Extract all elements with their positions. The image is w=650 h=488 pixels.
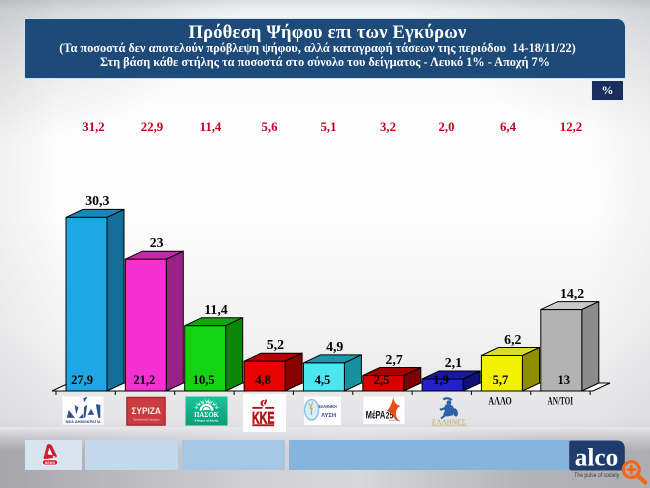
svg-text:ΚΚΕ: ΚΚΕ	[252, 408, 275, 427]
svg-text:ΠΑΣΟΚ: ΠΑΣΟΚ	[194, 410, 219, 419]
svg-text:ΑΝ/ΤΟΙ: ΑΝ/ΤΟΙ	[548, 396, 574, 408]
svg-text:The pulse of society: The pulse of society	[574, 472, 620, 479]
svg-text:Προοδευτική Συμμαχία: Προοδευτική Συμμαχία	[133, 418, 160, 422]
svg-text:alco: alco	[575, 445, 619, 472]
svg-text:ΕΛΛΗΝΕΣ: ΕΛΛΗΝΕΣ	[432, 419, 466, 427]
svg-text:ΝΕΑ ΔΗΜΟΚΡΑΤΙΑ: ΝΕΑ ΔΗΜΟΚΡΑΤΙΑ	[66, 420, 102, 424]
svg-text:Κίνημα αλλαγής: Κίνημα αλλαγής	[195, 418, 219, 422]
svg-text:ΛΥΣΗ: ΛΥΣΗ	[321, 413, 336, 419]
svg-text:ΕΛΛΗΝΙΚΗ: ΕΛΛΗΝΙΚΗ	[319, 404, 337, 409]
svg-text:ΑΛΛΟ: ΑΛΛΟ	[488, 396, 512, 408]
svg-text:ΜέΡΑ: ΜέΡΑ	[366, 409, 386, 421]
svg-text:25: 25	[386, 410, 393, 420]
svg-text:NEWS: NEWS	[45, 461, 55, 465]
svg-text:ΣΥΡΙΖΑ: ΣΥΡΙΖΑ	[131, 405, 161, 416]
